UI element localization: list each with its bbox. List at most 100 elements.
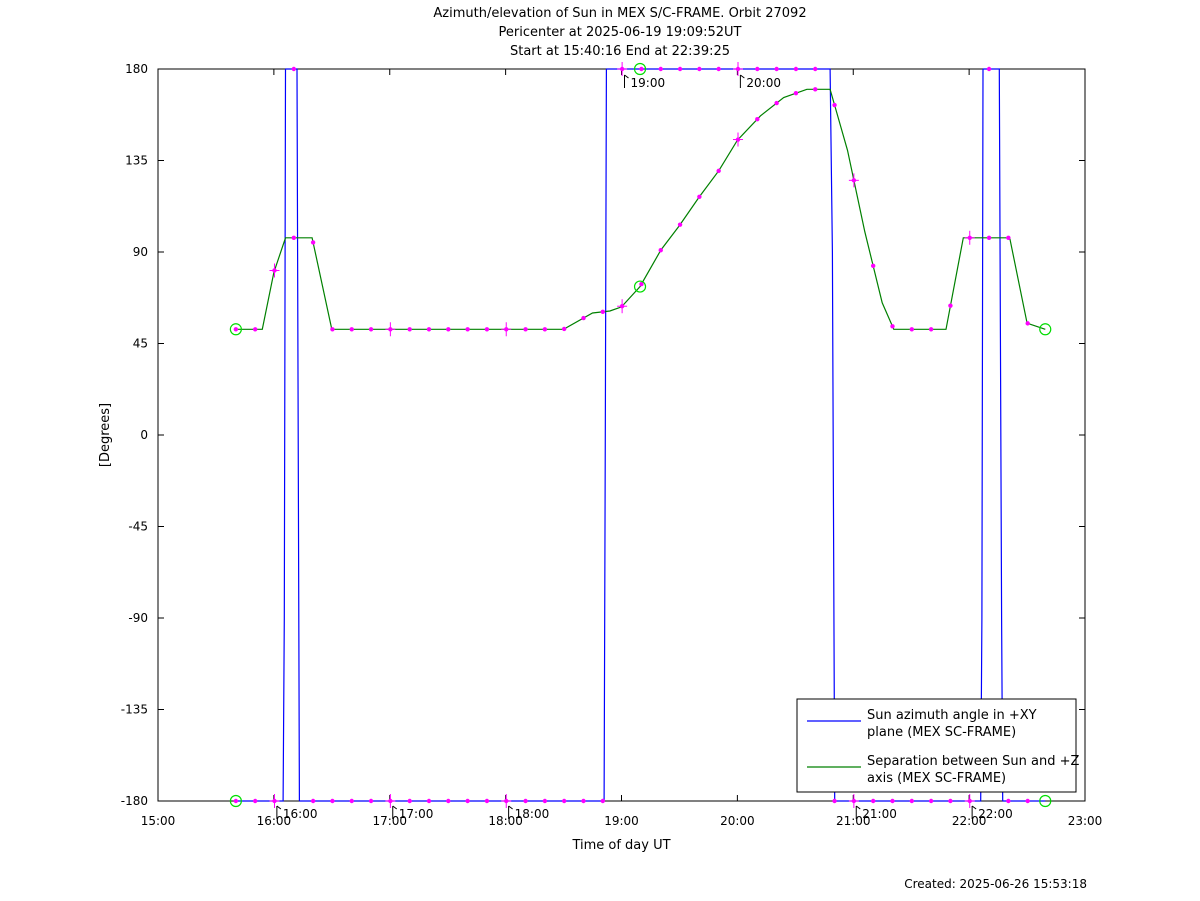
separation-marker: [561, 326, 567, 332]
separation-marker: [446, 327, 451, 332]
hour-marker-label: 19:00: [631, 76, 666, 90]
azimuth-marker: [890, 798, 895, 804]
orbit-event-marker: [229, 794, 242, 808]
separation-line: [235, 88, 1046, 330]
separation-marker: [658, 248, 663, 253]
y-tick-label: 0: [140, 428, 148, 442]
separation-marker: [252, 327, 258, 332]
legend-label: Sun azimuth angle in +XY: [867, 708, 1037, 723]
azimuth-marker: [813, 66, 818, 72]
azimuth-marker: [793, 66, 799, 72]
chart-title-line-1: Azimuth/elevation of Sun in MEX S/C-FRAM…: [433, 6, 807, 21]
azimuth-marker: [832, 798, 837, 804]
azimuth-marker: [658, 66, 663, 72]
separation-marker: [523, 327, 528, 332]
y-tick-label: -180: [121, 794, 148, 808]
x-tick-label: 19:00: [604, 814, 639, 828]
separation-marker: [426, 327, 432, 332]
azimuth-marker: [948, 798, 953, 804]
azimuth-marker: [774, 66, 779, 72]
hour-marker-label: 17:00: [399, 807, 434, 821]
azimuth-marker: [523, 798, 528, 804]
hour-marker-tick: [392, 805, 398, 810]
orbit-event-marker: [229, 323, 242, 336]
azimuth-marker: [446, 798, 451, 804]
legend-label: plane (MEX SC-FRAME): [867, 725, 1016, 740]
azimuth-line-segment: [235, 68, 287, 802]
x-tick-label: 22:00: [952, 814, 987, 828]
azimuth-marker: [426, 798, 432, 804]
x-axis-label: Time of day UT: [571, 838, 670, 853]
y-tick-label: 45: [133, 337, 148, 351]
x-tick-label: 17:00: [372, 814, 407, 828]
azimuth-line-segment: [606, 68, 836, 802]
hour-marker-label: 16:00: [283, 807, 318, 821]
azimuth-marker: [368, 798, 374, 804]
hour-marker-label: 20:00: [746, 76, 781, 90]
legend-label: Separation between Sun and +Z: [867, 754, 1080, 769]
x-tick-label: 21:00: [836, 814, 871, 828]
x-tick-label: 15:00: [141, 814, 176, 828]
separation-marker: [1006, 235, 1011, 240]
azimuth-line-segment: [834, 68, 984, 802]
azimuth-marker: [542, 798, 548, 804]
separation-marker: [870, 263, 876, 269]
chart-title-line-2: Pericenter at 2025-06-19 19:09:52UT: [498, 25, 742, 40]
azimuth-marker: [407, 798, 412, 804]
x-tick-label: 18:00: [488, 814, 523, 828]
azimuth-line-segment: [983, 68, 1004, 802]
y-axis-label: [Degrees]: [98, 403, 113, 467]
hour-marker-tick: [971, 805, 977, 810]
x-tick-label: 23:00: [1068, 814, 1103, 828]
separation-marker: [291, 235, 297, 240]
azimuth-line-segment: [299, 68, 607, 802]
orbit-event-marker: [1039, 794, 1052, 808]
azimuth-marker: [716, 66, 721, 72]
y-tick-label: -45: [128, 520, 148, 534]
separation-marker: [890, 324, 895, 329]
separation-marker: [793, 90, 799, 96]
azimuth-marker: [1025, 798, 1030, 804]
separation-marker: [909, 327, 915, 332]
y-tick-label: -135: [121, 703, 148, 717]
separation-marker: [716, 168, 721, 174]
separation-marker: [1025, 321, 1030, 326]
azimuth-marker: [697, 66, 702, 72]
separation-marker: [349, 327, 354, 332]
azimuth-marker: [291, 66, 297, 72]
azimuth-marker: [1006, 798, 1011, 804]
hour-marker-tick: [740, 74, 745, 79]
orbit-event-marker: [1039, 323, 1052, 336]
separation-marker: [677, 222, 683, 227]
azimuth-marker: [349, 798, 354, 804]
azimuth-marker: [561, 798, 567, 804]
separation-marker: [330, 327, 335, 332]
legend-label: axis (MEX SC-FRAME): [867, 771, 1006, 786]
azimuth-marker: [909, 798, 915, 804]
azimuth-marker: [986, 66, 992, 72]
hour-marker-tick: [276, 805, 282, 810]
azimuth-marker: [484, 798, 490, 804]
separation-marker: [465, 327, 470, 332]
separation-marker: [542, 327, 548, 332]
separation-marker: [581, 315, 586, 321]
azimuth-line-segment: [285, 68, 300, 802]
hour-marker-label: 22:00: [978, 807, 1013, 821]
azimuth-marker: [310, 798, 316, 804]
azimuth-marker: [581, 798, 586, 804]
chart-title-line-3: Start at 15:40:16 End at 22:39:25: [509, 44, 731, 59]
separation-marker: [368, 327, 374, 332]
azimuth-marker: [928, 798, 934, 804]
azimuth-marker: [233, 798, 239, 804]
created-timestamp: Created: 2025-06-26 15:53:18: [904, 877, 1087, 891]
separation-marker: [600, 309, 606, 314]
separation-marker: [832, 102, 837, 108]
hour-marker-label: 21:00: [862, 807, 897, 821]
separation-marker: [774, 100, 779, 106]
y-tick-label: 180: [125, 62, 148, 76]
y-tick-label: 90: [133, 245, 148, 259]
hour-marker-tick: [624, 74, 629, 79]
legend-box: [796, 698, 1077, 793]
separation-marker: [310, 240, 316, 245]
